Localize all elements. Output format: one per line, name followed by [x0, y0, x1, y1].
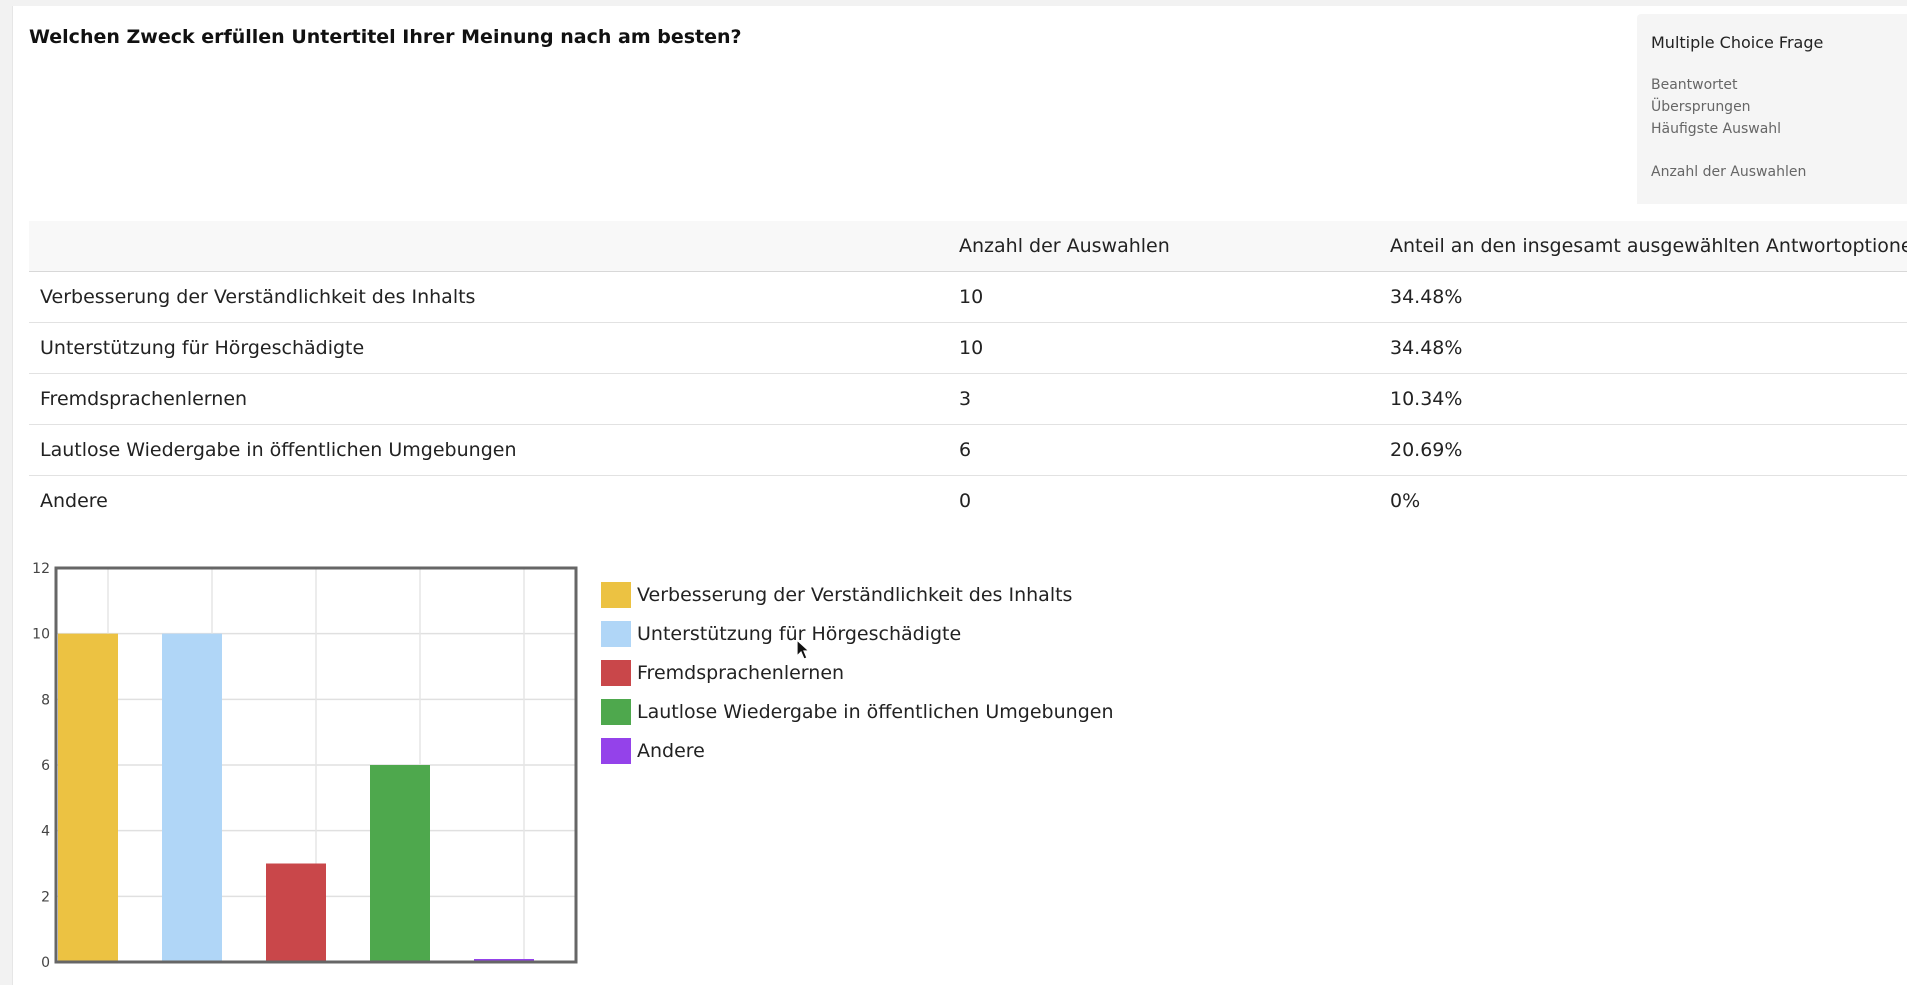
y-tick-label: 10: [32, 627, 50, 643]
skipped-label: Übersprungen: [1651, 99, 1751, 115]
plot-frame: [54, 566, 578, 964]
row-share: 34.48%: [1390, 337, 1463, 359]
selections-count-label: Anzahl der Auswahlen: [1651, 164, 1807, 180]
legend-label: Fremdsprachenlernen: [637, 662, 845, 684]
legend-label: Verbesserung der Verständlichkeit des In…: [637, 584, 1073, 606]
legend-label: Lautlose Wiedergabe in öffentlichen Umge…: [637, 701, 1114, 723]
question-info-box: Multiple Choice Frage Beantwortet Übersp…: [1637, 14, 1907, 204]
header-share: Anteil an den insgesamt ausgewählten Ant…: [1390, 235, 1907, 257]
legend-swatch: [601, 738, 631, 764]
y-tick-label: 0: [41, 955, 50, 971]
table-row: Verbesserung der Verständlichkeit des In…: [29, 272, 1907, 323]
row-count: 6: [959, 439, 972, 461]
question-title: Welchen Zweck erfüllen Untertitel Ihrer …: [29, 26, 742, 48]
row-label: Verbesserung der Verständlichkeit des In…: [40, 286, 476, 308]
row-label: Fremdsprachenlernen: [40, 388, 248, 410]
bar-1: [58, 633, 118, 962]
y-tick-label: 4: [41, 824, 50, 840]
row-label: Unterstützung für Hörgeschädigte: [40, 337, 365, 359]
row-count: 0: [959, 490, 972, 512]
y-tick-label: 6: [41, 758, 50, 774]
row-share: 34.48%: [1390, 286, 1463, 308]
table-row: Fremdsprachenlernen 3 10.34%: [29, 374, 1907, 425]
row-share: 20.69%: [1390, 439, 1463, 461]
row-share: 0%: [1390, 490, 1421, 512]
bar-chart: 0 2 4 6 8 10 12: [32, 561, 578, 971]
legend-label: Andere: [637, 740, 705, 762]
legend-swatch: [601, 582, 631, 608]
question-type-label: Multiple Choice Frage: [1651, 33, 1824, 52]
results-table: Anzahl der Auswahlen Anteil an den insge…: [29, 221, 1907, 526]
table-row: Andere 0 0%: [29, 476, 1907, 526]
row-label: Andere: [40, 490, 108, 512]
question-panel: [12, 6, 1907, 985]
table-header: Anzahl der Auswahlen Anteil an den insge…: [29, 221, 1907, 272]
legend-swatch: [601, 699, 631, 725]
bar-4: [370, 765, 430, 962]
bar-2: [162, 633, 222, 962]
header-count: Anzahl der Auswahlen: [959, 235, 1170, 257]
row-count: 10: [959, 286, 984, 308]
table-row: Lautlose Wiedergabe in öffentlichen Umge…: [29, 425, 1907, 476]
y-tick-label: 12: [32, 561, 50, 577]
legend-label: Unterstützung für Hörgeschädigte: [637, 623, 962, 645]
answered-label: Beantwortet: [1651, 77, 1738, 93]
legend-swatch: [601, 660, 631, 686]
table-row: Unterstützung für Hörgeschädigte 10 34.4…: [29, 323, 1907, 374]
y-tick-label: 2: [41, 889, 50, 905]
bar-3: [266, 863, 326, 962]
most-common-label: Häufigste Auswahl: [1651, 121, 1782, 137]
row-share: 10.34%: [1390, 388, 1463, 410]
legend-swatch: [601, 621, 631, 647]
mouse-cursor-icon: [796, 639, 811, 660]
row-count: 3: [959, 388, 972, 410]
row-count: 10: [959, 337, 984, 359]
row-label: Lautlose Wiedergabe in öffentlichen Umge…: [40, 439, 517, 461]
y-tick-label: 8: [41, 692, 50, 708]
